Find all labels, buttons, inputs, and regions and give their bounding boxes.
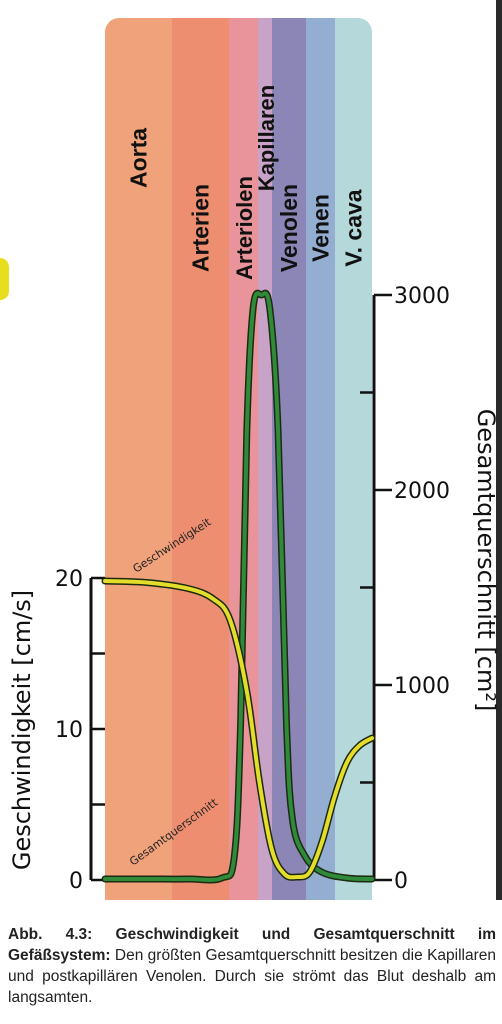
segment-label-6: V. cava bbox=[341, 189, 367, 266]
series-line-1 bbox=[103, 291, 374, 882]
segment-band-6 bbox=[335, 18, 372, 900]
right-axis-tick-label: 0 bbox=[394, 869, 408, 894]
right-axis-tick-label: 1000 bbox=[394, 674, 450, 699]
segment-label-1: Arterien bbox=[188, 184, 214, 272]
segment-band-5 bbox=[306, 18, 335, 900]
segment-label-2: Arteriolen bbox=[232, 176, 257, 280]
segment-band-0 bbox=[105, 18, 172, 900]
left-axis-tick-label: 0 bbox=[69, 869, 83, 894]
segment-label-3: Kapillaren bbox=[254, 85, 279, 191]
page-edge bbox=[496, 0, 502, 900]
segment-band-1 bbox=[172, 18, 229, 900]
right-axis-label: Gesamtquerschnitt [cm²] bbox=[472, 409, 500, 712]
left-axis-label: Geschwindigkeit [cm/s] bbox=[8, 590, 36, 870]
right-axis-tick-label: 2000 bbox=[394, 479, 450, 504]
blood-vessel-chart: Aorta Arterien ArteriolenKapillarenVenolen… bbox=[8, 18, 500, 900]
series-line-0 bbox=[103, 579, 374, 880]
caption-label: Abb. 4.3: Geschwindigkeit und Gesamtquer… bbox=[8, 926, 496, 964]
segment-label-0: Aorta bbox=[126, 128, 152, 188]
figure-caption: Abb. 4.3: Geschwindigkeit und Gesamtquer… bbox=[8, 924, 496, 1008]
caption-text: Den größten Gesamtquerschnitt besitzen d… bbox=[8, 947, 496, 1006]
left-axis-tick-label: 20 bbox=[55, 567, 83, 592]
left-axis-tick-label: 10 bbox=[55, 718, 83, 743]
decorative-mark bbox=[0, 258, 9, 300]
segment-band-3 bbox=[258, 18, 272, 900]
segment-bands bbox=[105, 18, 372, 900]
right-axis-tick-label: 3000 bbox=[394, 284, 450, 309]
segment-label-5: Venen bbox=[308, 194, 334, 262]
segment-label-4: Venolen bbox=[276, 184, 302, 272]
